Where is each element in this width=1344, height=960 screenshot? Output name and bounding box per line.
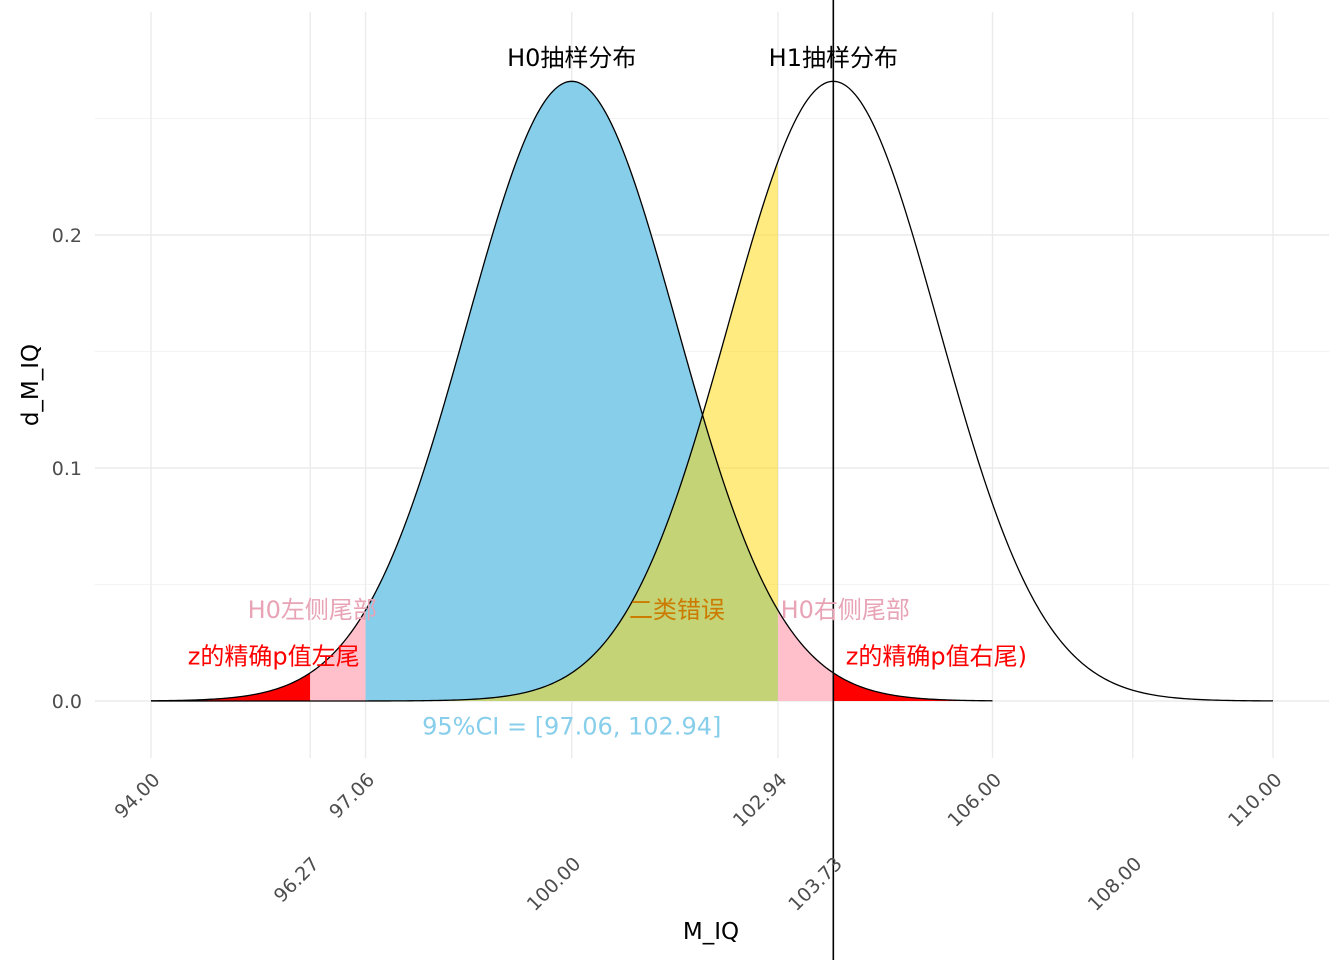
x-tick-label: 94.00	[111, 769, 165, 823]
annotation-label: z的精确p值右尾)	[846, 643, 1027, 671]
density-curve-line	[150, 80, 993, 702]
annotations: H0抽样分布 H1抽样分布 H0左侧尾部 z的精确p值左尾 二类错误 H0右侧尾部 z的精确…	[188, 44, 1027, 741]
x-tick-label: 97.06	[325, 769, 379, 823]
shaded-region	[151, 161, 778, 701]
x-tick-label: 108.00	[1084, 853, 1147, 916]
y-tick-label: 0.2	[52, 225, 82, 247]
density-curve-line	[151, 80, 1274, 702]
shaded-region	[310, 610, 366, 701]
shaded-regions	[151, 81, 993, 701]
x-tick-label: 110.00	[1224, 769, 1287, 832]
distribution-label: H0抽样分布	[507, 44, 636, 72]
annotation-label: 二类错误	[629, 596, 725, 624]
distribution-label: H1抽样分布	[769, 44, 898, 72]
x-tick-label: 102.94	[729, 769, 792, 832]
y-axis-ticks: 0.0 0.1 0.2	[52, 225, 82, 713]
shaded-region	[833, 672, 993, 701]
density-curves	[150, 0, 1274, 960]
shaded-region	[777, 610, 834, 701]
annotation-label: z的精确p值左尾	[188, 643, 360, 671]
x-tick-label: 96.27	[270, 853, 324, 907]
x-tick-label: 103.73	[784, 853, 847, 916]
x-axis-title: M_IQ	[683, 919, 739, 945]
x-tick-label: 106.00	[943, 769, 1006, 832]
annotation-label: H0右侧尾部	[781, 596, 910, 624]
annotation-label: H0左侧尾部	[248, 596, 377, 624]
x-tick-label: 100.00	[523, 853, 586, 916]
annotation-label: 95%CI = [97.06, 102.94]	[422, 713, 721, 741]
y-axis-title: d_M_IQ	[18, 344, 44, 426]
shaded-region	[151, 672, 311, 701]
y-tick-label: 0.0	[52, 691, 82, 713]
y-tick-label: 0.1	[52, 458, 82, 480]
